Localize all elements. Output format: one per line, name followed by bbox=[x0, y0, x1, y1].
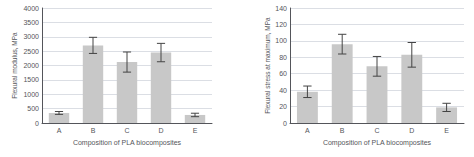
svg-text:C: C bbox=[374, 127, 379, 134]
svg-text:D: D bbox=[158, 127, 163, 134]
svg-text:B: B bbox=[91, 127, 96, 134]
svg-text:1500: 1500 bbox=[23, 76, 39, 83]
svg-text:E: E bbox=[444, 127, 449, 134]
svg-text:60: 60 bbox=[279, 70, 287, 77]
svg-text:Composition of PLA biocomposit: Composition of PLA biocomposites bbox=[323, 139, 432, 147]
svg-text:4000: 4000 bbox=[23, 5, 39, 12]
svg-text:500: 500 bbox=[27, 105, 39, 112]
svg-text:Flexural modulus, MPa: Flexural modulus, MPa bbox=[11, 32, 18, 99]
svg-text:40: 40 bbox=[279, 87, 287, 94]
svg-text:3500: 3500 bbox=[23, 19, 39, 26]
svg-text:C: C bbox=[124, 127, 129, 134]
svg-text:B: B bbox=[340, 127, 345, 134]
svg-text:0: 0 bbox=[35, 120, 39, 127]
svg-text:20: 20 bbox=[279, 103, 287, 110]
svg-text:D: D bbox=[409, 127, 414, 134]
svg-text:80: 80 bbox=[279, 54, 287, 61]
svg-text:A: A bbox=[305, 127, 310, 134]
svg-text:1000: 1000 bbox=[23, 91, 39, 98]
svg-text:120: 120 bbox=[275, 21, 287, 28]
svg-text:Flexural stress at maximum, MP: Flexural stress at maximum, MPa bbox=[264, 17, 271, 114]
svg-text:3000: 3000 bbox=[23, 33, 39, 40]
svg-text:100: 100 bbox=[275, 37, 287, 44]
svg-text:A: A bbox=[57, 127, 62, 134]
svg-text:0: 0 bbox=[283, 120, 287, 127]
svg-text:140: 140 bbox=[275, 5, 287, 12]
svg-text:2500: 2500 bbox=[23, 48, 39, 55]
svg-text:E: E bbox=[193, 127, 198, 134]
svg-text:Composition of PLA biocomposit: Composition of PLA biocomposites bbox=[73, 139, 182, 147]
svg-text:2000: 2000 bbox=[23, 62, 39, 69]
